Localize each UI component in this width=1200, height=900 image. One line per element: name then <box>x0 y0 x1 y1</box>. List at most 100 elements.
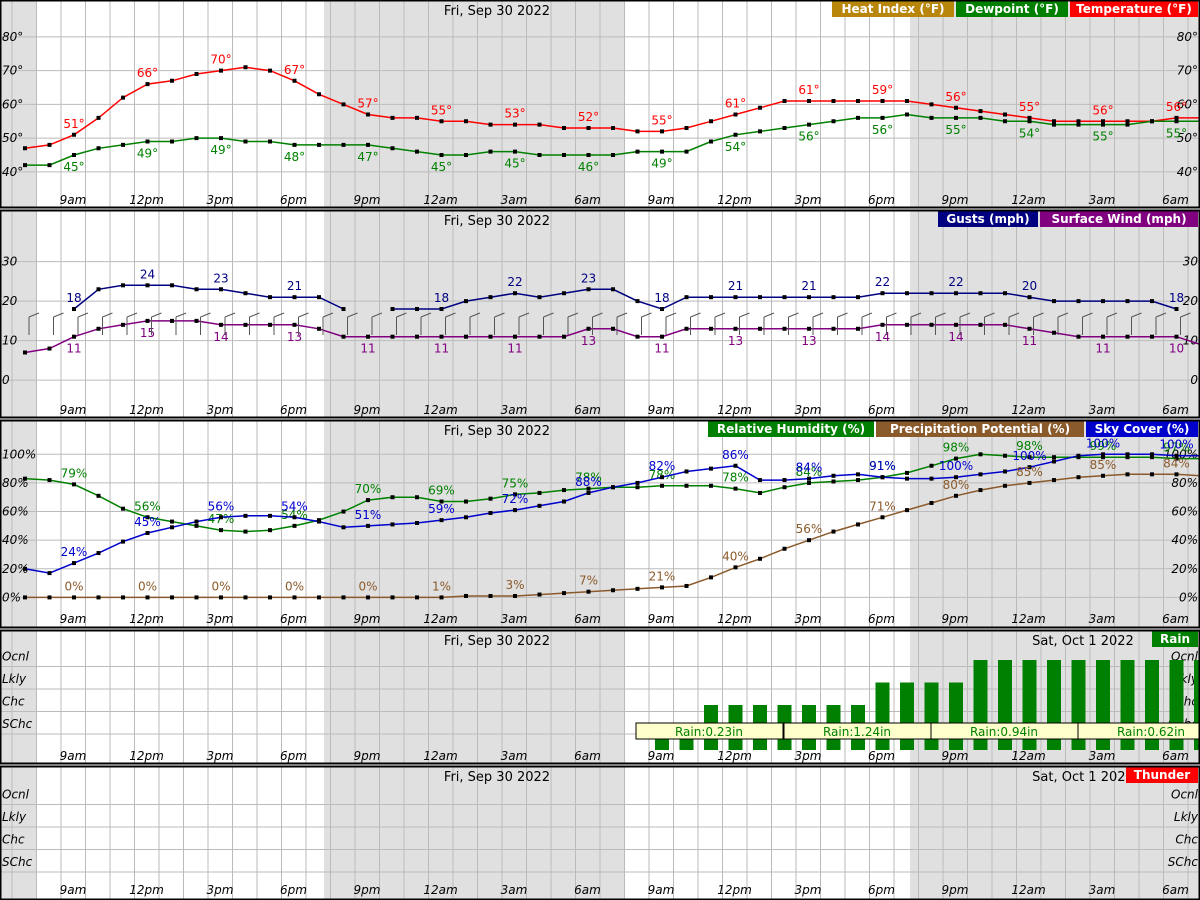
data-point <box>684 469 689 474</box>
data-point <box>366 142 370 147</box>
data-point <box>243 529 248 534</box>
data-label: 79% <box>61 466 88 480</box>
data-point <box>856 472 860 477</box>
data-point <box>317 92 321 97</box>
y-tick-label-right: 40° <box>1177 165 1198 179</box>
x-tick-label: 6pm <box>868 749 895 763</box>
data-point <box>170 318 174 323</box>
wind-barb <box>200 312 211 335</box>
wind-barb <box>494 312 505 335</box>
x-tick-label: 9am <box>648 749 675 763</box>
x-tick-label: 6am <box>574 612 601 626</box>
data-point <box>23 566 27 571</box>
data-point <box>72 595 76 600</box>
data-point <box>660 475 664 480</box>
data-point <box>1174 453 1179 458</box>
data-point <box>268 295 272 300</box>
data-point <box>1027 119 1032 124</box>
data-point <box>660 149 664 154</box>
wind-barb <box>1082 312 1093 335</box>
data-point <box>1076 122 1081 127</box>
data-point <box>1003 119 1007 124</box>
x-tick-label: 3pm <box>207 612 234 626</box>
data-point <box>954 493 958 498</box>
data-label: 56° <box>1092 103 1113 117</box>
x-tick-label: 9am <box>648 193 675 207</box>
data-point <box>1174 307 1179 312</box>
wind-barb <box>543 312 554 335</box>
data-point <box>243 322 248 327</box>
wind-barb <box>469 312 481 335</box>
data-point <box>807 538 811 543</box>
data-label: 13 <box>581 334 596 348</box>
data-point <box>586 287 591 292</box>
data-point <box>929 115 934 120</box>
data-point <box>268 528 272 533</box>
data-label: 14 <box>948 330 963 344</box>
data-label: 57° <box>357 97 378 111</box>
data-label: 55° <box>1019 100 1040 114</box>
data-point <box>635 299 640 304</box>
x-tick-label: 9am <box>60 193 87 207</box>
data-point <box>905 508 909 513</box>
wind-barb <box>616 312 628 335</box>
rain-bar <box>875 682 890 750</box>
data-label: 0% <box>211 579 230 593</box>
data-point <box>709 295 713 300</box>
y-tick-label-right: 40% <box>1171 533 1198 547</box>
data-point <box>390 495 395 500</box>
data-point <box>660 307 664 312</box>
data-point <box>905 112 909 117</box>
rain-bar <box>1194 660 1200 750</box>
data-point <box>880 322 885 327</box>
data-point <box>268 595 272 600</box>
series-line <box>24 453 1200 574</box>
wind-barb <box>53 312 64 335</box>
data-point <box>978 109 983 114</box>
data-point <box>194 287 199 292</box>
wind-barb <box>1180 312 1191 335</box>
legend-label: Dewpoint (°F) <box>965 2 1059 16</box>
data-point <box>121 322 125 327</box>
data-point <box>96 326 101 331</box>
data-label: 56° <box>872 123 893 137</box>
wind-barb <box>28 312 40 335</box>
data-point <box>954 105 958 110</box>
data-label: 49° <box>137 147 158 161</box>
data-point <box>709 575 713 580</box>
data-point <box>464 499 468 504</box>
data-point <box>1052 299 1056 304</box>
data-point <box>1003 453 1007 458</box>
data-point <box>390 522 395 527</box>
data-point <box>145 139 150 144</box>
y-tick-label-left: 40% <box>2 533 29 547</box>
data-point <box>415 521 419 525</box>
data-point <box>47 478 52 483</box>
data-point <box>513 508 517 513</box>
data-point <box>586 126 591 130</box>
data-point <box>366 523 370 528</box>
data-point <box>292 142 297 147</box>
wind-barb <box>347 312 358 335</box>
x-tick-label: 12am <box>423 193 457 207</box>
data-label: 56° <box>1166 100 1187 114</box>
x-tick-label: 3pm <box>795 612 822 626</box>
legend-swatch <box>1152 631 1198 647</box>
data-label: 56° <box>798 130 819 144</box>
data-label: 46° <box>578 160 599 174</box>
data-point <box>121 142 125 147</box>
data-point <box>1101 455 1105 460</box>
data-point <box>145 515 150 520</box>
data-point <box>684 483 689 488</box>
data-point <box>709 139 713 144</box>
data-point <box>415 149 419 154</box>
data-label: 82% <box>649 459 676 473</box>
data-point <box>586 589 591 594</box>
data-label: 45° <box>431 160 452 174</box>
x-tick-label: 9am <box>60 403 87 417</box>
data-label: 54° <box>1019 126 1040 140</box>
data-point <box>880 115 885 120</box>
wind-barb <box>959 312 971 335</box>
data-label: 3% <box>505 578 524 592</box>
